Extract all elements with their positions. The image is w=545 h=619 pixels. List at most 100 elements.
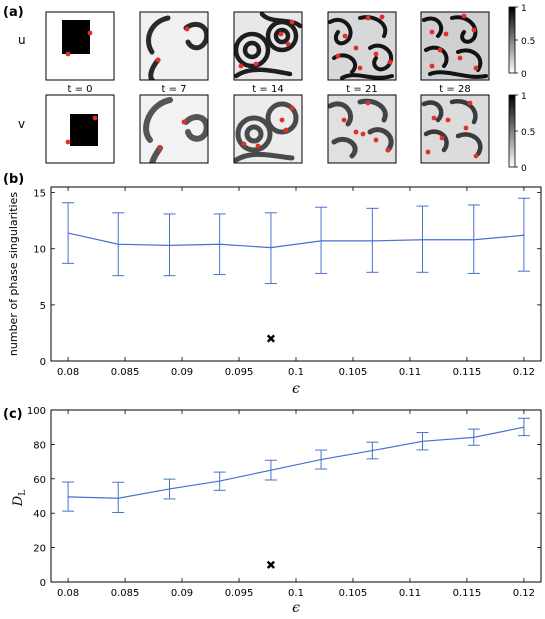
snapshot-v-t14 xyxy=(233,94,303,164)
singularity-dot xyxy=(181,119,187,125)
singularity-dot xyxy=(445,117,451,123)
panel-a-label: (a) xyxy=(3,5,24,20)
y-axis-label-c: DL xyxy=(11,490,28,507)
y-tick-label: 5 xyxy=(40,301,46,312)
y-tick-label: 15 xyxy=(33,189,46,200)
panel-a: (a) u v xyxy=(3,4,535,174)
snapshot-v-t28 xyxy=(420,94,490,164)
snapshot-u-t14 xyxy=(233,11,303,81)
singularity-dot xyxy=(255,143,261,149)
time-label: t = 14 xyxy=(252,84,283,95)
singularity-dot xyxy=(437,47,443,53)
y-axis-label-b: number of phase singularities xyxy=(7,192,20,356)
singularity-dot xyxy=(365,15,371,21)
x-tick-label: 0.12 xyxy=(513,367,535,378)
singularity-dot xyxy=(379,14,385,20)
x-tick-label: 0.105 xyxy=(339,367,368,378)
colorbar-tick: 0 xyxy=(521,164,527,174)
singularity-dot xyxy=(65,51,71,57)
y-tick-label: 20 xyxy=(33,544,46,555)
singularity-dot xyxy=(439,135,445,141)
y-tick-label: 0 xyxy=(40,357,46,368)
row-label-v: v xyxy=(18,117,25,131)
y-tick-label: 60 xyxy=(33,475,46,486)
x-tick-label: 0.11 xyxy=(399,367,421,378)
x-tick-label: 0.085 xyxy=(111,588,140,599)
singularity-dot xyxy=(365,100,371,106)
singularity-dot xyxy=(385,147,391,153)
chart-c: 0.08 0.085 0.09 0.095 0.1 0.105 0.11 0.115 0.12 0… xyxy=(27,406,541,599)
singularity-dot xyxy=(467,100,473,106)
x-tick-label: 0.08 xyxy=(57,367,79,378)
singularity-dot xyxy=(473,153,479,159)
x-axis-label-b: ϵ xyxy=(292,381,300,397)
error-bar xyxy=(62,481,75,512)
singularity-dot xyxy=(238,63,244,69)
snapshot-v-t0 xyxy=(45,94,115,164)
singularity-dot xyxy=(87,30,93,36)
singularity-dot xyxy=(443,31,449,37)
x-tick-label: 0.095 xyxy=(225,588,254,599)
singularity-dot xyxy=(253,61,259,67)
x-tick-label: 0.08 xyxy=(57,588,79,599)
colorbar-u: 1 0.5 0 xyxy=(508,4,535,80)
y-tick-label: 100 xyxy=(27,406,46,417)
cross-marker xyxy=(266,334,275,343)
singularity-dot xyxy=(457,55,463,61)
y-axis-label-c-sub: L xyxy=(18,490,28,496)
snapshot-v-t21 xyxy=(327,94,397,164)
x-tick-label: 0.09 xyxy=(171,367,193,378)
cross-marker-stroke xyxy=(266,334,275,343)
singularity-dot xyxy=(461,13,467,19)
panel-b: (b) 0.08 0.085 0.09 0.095 0.1 0.105 0.11 0.115 0… xyxy=(3,172,542,397)
panel-c-label: (c) xyxy=(3,407,23,422)
colorbar-tick: 0.5 xyxy=(521,37,535,47)
colorbar-tick: 1 xyxy=(521,92,527,102)
singularity-dot xyxy=(289,19,295,25)
x-tick-label: 0.1 xyxy=(288,588,304,599)
singularity-dot xyxy=(241,141,247,147)
snapshot-u-t21 xyxy=(327,11,397,81)
snapshot-u-t7 xyxy=(139,11,209,81)
x-tick-label: 0.09 xyxy=(171,588,193,599)
singularity-dot xyxy=(283,127,289,133)
chart-b: 0.08 0.085 0.09 0.095 0.1 0.105 0.11 0.115 0.12 0… xyxy=(33,187,541,378)
x-tick-label: 0.095 xyxy=(225,367,254,378)
x-tick-label: 0.12 xyxy=(513,588,535,599)
x-tick-label: 0.105 xyxy=(339,588,368,599)
colorbar-tick: 0 xyxy=(521,70,527,80)
singularity-dot xyxy=(155,57,161,63)
error-bar xyxy=(517,417,530,437)
y-tick-label: 80 xyxy=(33,440,46,451)
singularity-dot xyxy=(473,65,479,71)
singularity-dot xyxy=(353,129,359,135)
singularity-dot xyxy=(360,131,366,137)
y-tick-label: 0 xyxy=(40,578,46,589)
colorbar-tick: 1 xyxy=(521,4,527,14)
snapshot-u-t0 xyxy=(45,11,115,81)
y-axis-label-c-main: D xyxy=(11,495,26,507)
time-label: t = 7 xyxy=(161,84,186,95)
singularity-dot xyxy=(471,27,477,33)
y-tick-label: 10 xyxy=(33,245,46,256)
singularity-dot xyxy=(289,105,295,111)
singularity-dot xyxy=(65,139,71,145)
cross-marker xyxy=(266,560,275,569)
snapshot-u-t28 xyxy=(420,11,490,81)
colorbar-v: 1 0.5 0 xyxy=(508,92,535,174)
singularity-dot xyxy=(184,26,190,32)
singularity-dot xyxy=(429,29,435,35)
singularity-dot xyxy=(342,33,348,39)
time-label: t = 28 xyxy=(439,84,470,95)
series-line xyxy=(68,426,525,499)
singularity-dot xyxy=(387,59,393,65)
singularity-dot xyxy=(353,45,359,51)
colorbar-tick: 0.5 xyxy=(521,128,535,138)
singularity-dot xyxy=(279,117,285,123)
snapshot-v-t7 xyxy=(139,94,209,164)
x-tick-label: 0.11 xyxy=(399,588,421,599)
error-bar xyxy=(112,481,125,514)
time-label: t = 0 xyxy=(67,84,92,95)
error-bar xyxy=(517,197,530,272)
